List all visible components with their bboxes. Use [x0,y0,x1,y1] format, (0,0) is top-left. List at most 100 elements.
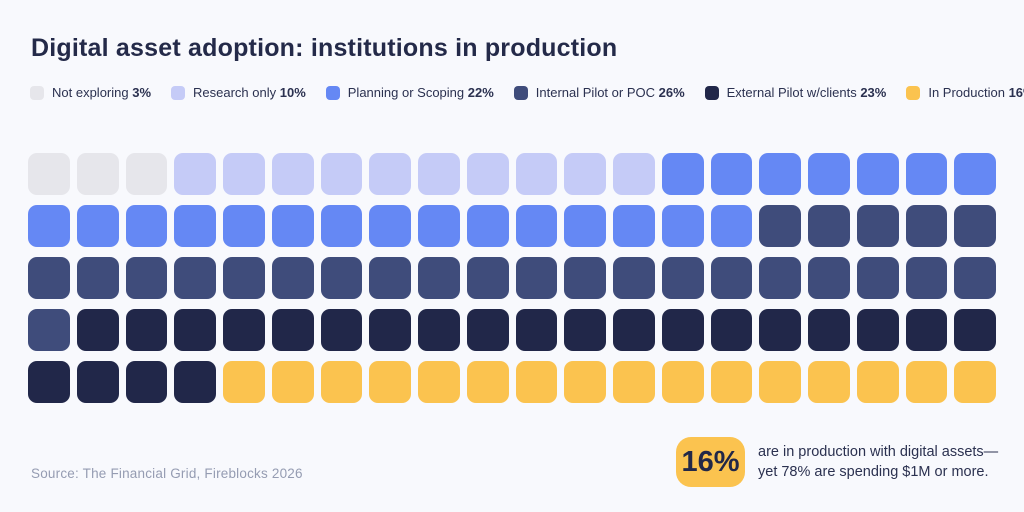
waffle-cell [856,153,899,195]
page-title: Digital asset adoption: institutions in … [31,34,618,62]
waffle-cell [125,361,168,403]
waffle-cell [710,153,753,195]
waffle-cell [856,205,899,247]
waffle-cell [76,153,119,195]
legend-percent: 3% [132,85,152,100]
waffle-cell [223,361,265,403]
legend-label: Internal Pilot or POC 26% [535,85,685,100]
waffle-cell [466,257,509,299]
waffle-cell [661,257,704,299]
source-note: Source: The Financial Grid, Fireblocks 2… [31,466,303,481]
waffle-cell [564,257,606,299]
waffle-cell [223,205,265,247]
waffle-cell [661,153,704,195]
legend-swatch [171,85,186,100]
waffle-cell [271,205,314,247]
callout-line1: are in production with digital assets— [758,444,999,460]
waffle-cell [905,153,948,195]
waffle-cell [954,361,996,403]
waffle-cell [856,309,899,351]
waffle-cell [76,205,119,247]
legend-swatch [906,85,921,100]
waffle-cell [125,257,168,299]
legend-label: In Production 16% [928,85,1024,100]
waffle-cell [369,153,411,195]
callout-text: are in production with digital assets— y… [758,442,998,482]
waffle-cell [418,257,460,299]
waffle-cell [954,205,996,247]
waffle-cell [710,257,753,299]
waffle-cell [320,361,363,403]
waffle-cell [515,361,558,403]
waffle-cell [613,153,655,195]
waffle-cell [613,309,655,351]
waffle-cell [808,205,850,247]
legend-percent: 23% [860,85,887,100]
waffle-cell [905,309,948,351]
waffle-cell [808,257,850,299]
waffle-cell [466,309,509,351]
legend-percent: 16% [1008,85,1024,100]
legend-item: In Production 16% [906,85,1024,100]
waffle-cell [759,257,801,299]
waffle-cell [710,309,753,351]
waffle-cell [320,205,363,247]
waffle-cell [223,153,265,195]
waffle-cell [28,205,70,247]
waffle-cell [174,257,216,299]
legend-item: Research only 10% [171,85,306,100]
waffle-cell [564,205,606,247]
waffle-cell [466,361,509,403]
waffle-cell [661,361,704,403]
legend-percent: 22% [467,85,494,100]
waffle-cell [223,309,265,351]
waffle-cell [710,361,753,403]
waffle-grid [28,153,996,403]
legend-label: Research only 10% [193,85,306,100]
legend-swatch [704,85,719,100]
legend-item: Not exploring 3% [30,85,151,100]
legend-item: Internal Pilot or POC 26% [513,85,685,100]
waffle-cell [564,153,606,195]
waffle-cell [515,309,558,351]
waffle-cell [125,309,168,351]
waffle-cell [759,153,801,195]
waffle-cell [759,205,801,247]
legend-item: Planning or Scoping 22% [325,85,494,100]
waffle-cell [905,361,948,403]
waffle-cell [125,205,168,247]
waffle-cell [661,205,704,247]
waffle-cell [856,361,899,403]
waffle-cell [564,361,606,403]
waffle-cell [759,361,801,403]
waffle-cell [76,309,119,351]
waffle-cell [515,257,558,299]
legend-swatch [30,85,44,100]
waffle-cell [28,153,70,195]
waffle-cell [954,153,996,195]
waffle-cell [515,205,558,247]
waffle-cell [954,309,996,351]
waffle-cell [418,361,460,403]
waffle-cell [320,153,363,195]
waffle-cell [369,361,411,403]
callout-value-badge: 16% [676,437,745,487]
waffle-cell [223,257,265,299]
waffle-cell [418,205,460,247]
legend-item: External Pilot w/clients 23% [704,85,887,100]
waffle-cell [613,361,655,403]
legend-label: Planning or Scoping 22% [347,85,494,100]
waffle-cell [271,361,314,403]
waffle-cell [174,205,216,247]
waffle-cell [808,361,850,403]
callout-value: 16% [681,445,740,478]
waffle-cell [418,309,460,351]
waffle-cell [369,205,411,247]
legend: Not exploring 3% Research only 10% Plannin… [30,85,1024,100]
legend-label: External Pilot w/clients 23% [726,85,887,100]
legend-percent: 26% [658,85,685,100]
waffle-cell [76,361,119,403]
waffle-cell [369,257,411,299]
waffle-cell [418,153,460,195]
